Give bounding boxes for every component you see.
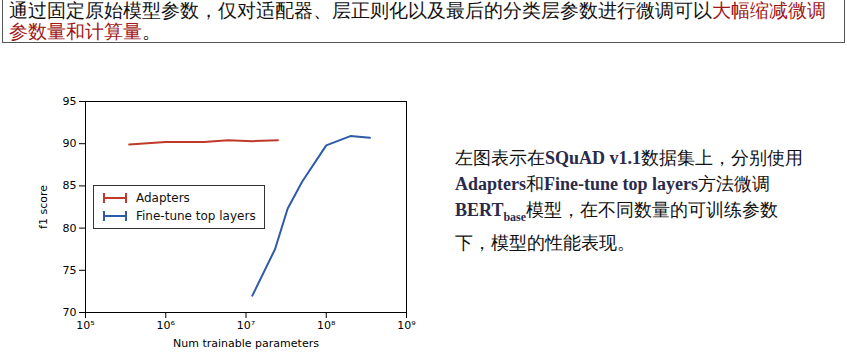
svg-text:75: 75 [63, 264, 77, 277]
svg-text:10⁹: 10⁹ [397, 319, 415, 332]
svg-text:10⁶: 10⁶ [157, 319, 176, 332]
svg-text:Num trainable parameters: Num trainable parameters [173, 337, 319, 350]
html-text:Fine-tune top layers: Fine-tune top layers [136, 209, 256, 224]
svg-text:85: 85 [63, 179, 77, 192]
svg-text:10⁷: 10⁷ [237, 319, 255, 332]
html-text:Adapters: Adapters [136, 191, 190, 206]
svg-text:10⁸: 10⁸ [317, 319, 336, 332]
svg-text:70: 70 [63, 306, 77, 319]
svg-text:80: 80 [63, 222, 77, 235]
svg-text:95: 95 [63, 95, 77, 108]
svg-text:90: 90 [63, 137, 77, 150]
svg-text:f1 score: f1 score [37, 185, 50, 229]
html-text:Adapters和Fine-tune top layers方: Adapters和Fine-tune top layers方法微调 [455, 174, 770, 194]
html-text:BERTbase模型，在不同数量的可训练参数下，模型的性能表: BERTbase模型，在不同数量的可训练参数下，模型的性能表现。 [455, 200, 779, 253]
html-text:通过固定原始模型参数，仅对适配器、层正则化以及最后的分类层参: 通过固定原始模型参数，仅对适配器、层正则化以及最后的分类层参数进行微调可以大幅缩… [9, 0, 826, 42]
svg-text:10⁵: 10⁵ [76, 319, 94, 332]
html-text:左图表示在SQuAD v1.1数据集上，分别使用: 左图表示在SQuAD v1.1数据集上，分别使用 [455, 148, 803, 168]
